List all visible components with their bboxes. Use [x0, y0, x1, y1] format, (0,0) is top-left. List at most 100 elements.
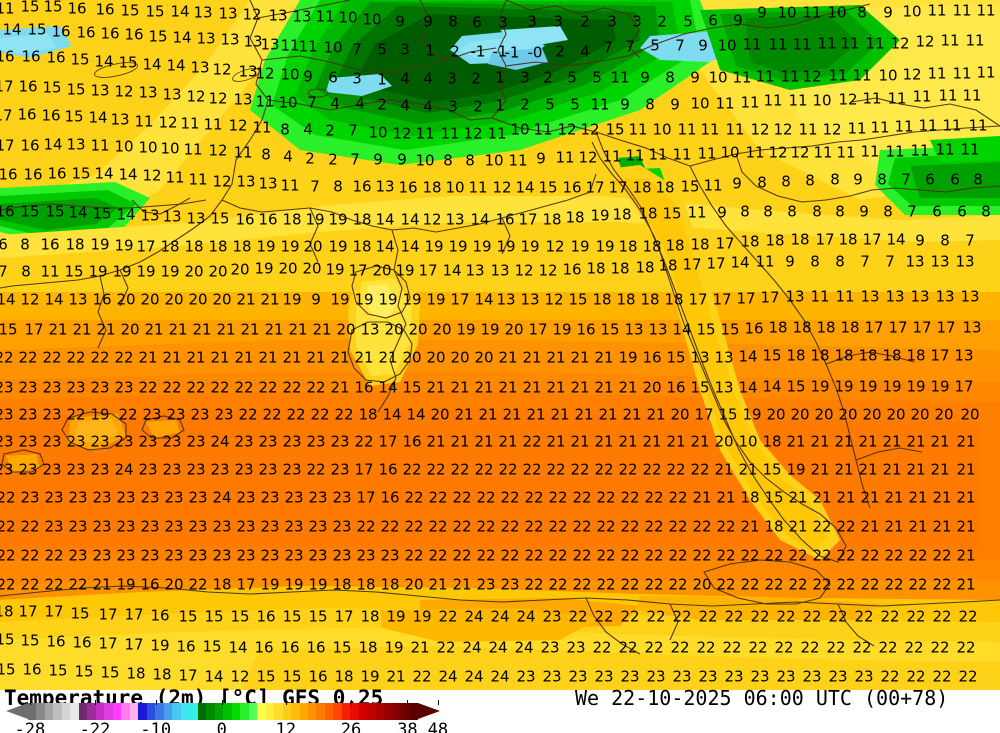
temperature-value: 10 [415, 151, 435, 170]
temperature-value: 23 [724, 667, 744, 686]
temperature-value: 24 [462, 638, 482, 657]
temperature-value: 14 [88, 108, 108, 127]
temperature-value: 16 [642, 348, 662, 367]
temperature-value: 12 [915, 32, 935, 51]
temperature-value: 11 [962, 86, 982, 105]
temperature-value: 13 [624, 320, 644, 339]
temperature-value: 12 [422, 210, 442, 229]
temperature-value: 8 [757, 173, 767, 192]
temperature-value: 11 [468, 178, 488, 197]
temperature-value: 22 [0, 488, 16, 507]
temperature-value: 18 [765, 231, 785, 250]
temperature-value: 21 [234, 348, 254, 367]
temperature-value: 11 [792, 35, 812, 54]
temperature-value: 21 [812, 488, 832, 507]
temperature-value: 15 [48, 661, 68, 680]
temperature-value: 13 [520, 290, 540, 309]
temperature-value: 22 [884, 546, 904, 565]
temperature-value: 21 [192, 320, 212, 339]
temperature-value: 13 [193, 3, 213, 22]
temperature-value: 11 [672, 145, 692, 164]
temperature-value: 13 [66, 135, 86, 154]
temperature-value: 22 [880, 607, 900, 626]
temperature-value: 22 [800, 638, 820, 657]
temperature-value: 22 [696, 638, 716, 657]
temperature-value: 12 [230, 667, 250, 686]
temperature-value: 24 [514, 638, 534, 657]
temperature-value: 9 [536, 149, 546, 168]
temperature-value: 18 [768, 318, 788, 337]
temperature-value: 14 [118, 165, 138, 184]
temperature-value: 21 [478, 405, 498, 424]
temperature-value: 11 [813, 143, 833, 162]
temperature-value: 17 [954, 377, 974, 396]
temperature-value: 23 [210, 460, 230, 479]
temperature-value: 17 [378, 432, 398, 451]
temperature-value: 18 [810, 346, 830, 365]
temperature-value: 11 [555, 148, 575, 167]
temperature-value: 15 [600, 320, 620, 339]
temperature-value: 12 [768, 143, 788, 162]
temperature-value: 13 [243, 32, 263, 51]
temperature-value: 21 [884, 488, 904, 507]
temperature-value: 11 [602, 147, 622, 166]
temperature-value: 22 [668, 517, 688, 536]
temperature-value: 17 [0, 77, 14, 96]
temperature-value: 21 [48, 320, 68, 339]
temperature-value: 16 [352, 177, 372, 196]
temperature-value: 22 [594, 460, 614, 479]
temperature-value: 22 [592, 638, 612, 657]
temperature-value: 18 [764, 517, 784, 536]
temperature-value: 22 [748, 638, 768, 657]
temperature-value: 21 [378, 348, 398, 367]
temperature-value: 22 [860, 575, 880, 594]
temperature-value: 18 [664, 290, 684, 309]
temperature-value: 20 [814, 405, 834, 424]
temperature-value: 11 [755, 252, 775, 271]
temperature-value: 19 [618, 348, 638, 367]
temperature-value: 13 [785, 287, 805, 306]
temperature-value: 18 [665, 236, 685, 255]
temperature-value: 18 [232, 237, 252, 256]
temperature-value: 2 [328, 150, 338, 169]
temperature-value: 23 [284, 488, 304, 507]
temperature-value: 8 [443, 151, 453, 170]
temperature-value: 15 [92, 204, 112, 223]
temperature-value: 14 [172, 28, 192, 47]
temperature-value: 14 [400, 237, 420, 256]
temperature-value: 11 [935, 140, 955, 159]
colorbar-swatch [299, 703, 308, 720]
temperature-value: 18 [334, 667, 354, 686]
temperature-map[interactable]: 11 15 15 16 16 15 15 14 13 13 12 13 13 11 10 10 9 9 8 6 3 3 3 2… [0, 0, 1000, 690]
temperature-value: 20 [402, 348, 422, 367]
temperature-value: 22 [668, 575, 688, 594]
temperature-value: 22 [334, 405, 354, 424]
temperature-value: 24 [212, 488, 232, 507]
temperature-value: 23 [0, 432, 14, 451]
temperature-value: 17 [418, 261, 438, 280]
temperature-value: 6 [932, 202, 942, 221]
temperature-value: 23 [542, 667, 562, 686]
temperature-value: 19 [88, 262, 108, 281]
temperature-value: 15 [120, 1, 140, 20]
temperature-value: 22 [618, 460, 638, 479]
temperature-value: 5 [592, 68, 602, 87]
temperature-value: 15 [43, 0, 63, 16]
temperature-value: 17 [178, 666, 198, 685]
temperature-value: 13 [960, 287, 980, 306]
temperature-value: 11 [280, 36, 300, 55]
temperature-value: 19 [384, 638, 404, 657]
temperature-value: 18 [610, 259, 630, 278]
colorbar-swatch [265, 703, 275, 720]
temperature-value: 23 [698, 667, 718, 686]
temperature-value: 23 [332, 517, 352, 536]
temperature-value: 20 [116, 290, 136, 309]
temperature-value: 1 [495, 96, 505, 115]
temperature-value: 15 [64, 262, 84, 281]
colorbar-swatch [223, 703, 232, 720]
temperature-value: 2 [657, 12, 667, 31]
temperature-value: 14 [470, 210, 490, 229]
temperature-value: 12 [228, 116, 248, 135]
temperature-value: 19 [90, 405, 110, 424]
temperature-value: 17 [98, 605, 118, 624]
